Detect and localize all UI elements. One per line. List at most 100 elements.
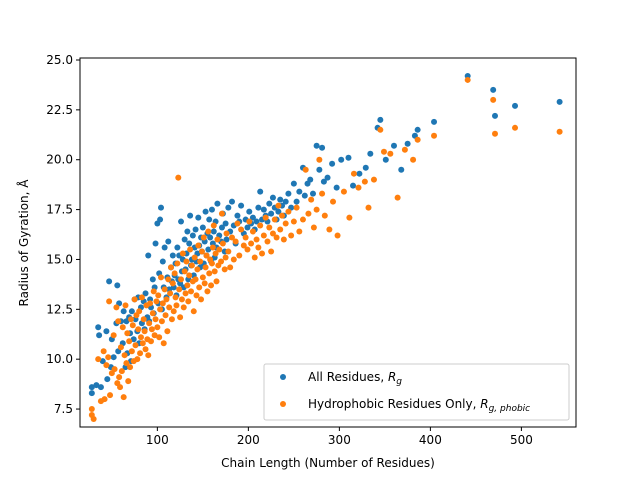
data-point-series-1-174 [308, 196, 315, 203]
data-point-series-1-46 [142, 346, 149, 353]
data-point-series-0-55 [161, 244, 168, 251]
plot-area-frame [79, 57, 577, 428]
data-point-series-0-146 [275, 208, 282, 215]
legend-box [263, 363, 570, 421]
data-point-series-1-17 [116, 374, 123, 381]
data-point-series-1-164 [280, 236, 287, 243]
data-point-series-1-138 [232, 238, 239, 245]
data-point-series-1-182 [334, 232, 341, 239]
data-point-series-1-191 [380, 148, 387, 155]
x-tick-label: 200 [237, 433, 260, 447]
data-point-series-1-141 [238, 226, 245, 233]
data-point-series-1-90 [182, 290, 189, 297]
data-point-series-1-22 [120, 394, 127, 401]
data-point-series-0-87 [192, 226, 199, 233]
data-point-series-1-120 [209, 244, 216, 251]
data-point-series-0-7 [103, 328, 110, 335]
y-axis: 7.5 10.0 12.5 15.0 17.5 20.0 22.5 25.0 [46, 53, 80, 416]
data-point-series-0-6 [99, 358, 106, 365]
data-point-series-1-110 [200, 234, 207, 241]
data-point-series-0-95 [199, 224, 206, 231]
data-point-series-1-173 [305, 210, 312, 217]
data-point-series-0-58 [165, 238, 172, 245]
data-point-series-1-178 [319, 190, 326, 197]
data-point-series-1-30 [127, 316, 134, 323]
x-axis: 100 200 300 400 500 [146, 427, 533, 447]
data-point-series-0-50 [157, 216, 164, 223]
data-point-series-1-45 [141, 328, 148, 335]
data-point-series-1-7 [103, 362, 110, 369]
data-point-series-1-169 [293, 204, 300, 211]
data-point-series-0-181 [414, 126, 421, 133]
data-point-series-0-19 [120, 308, 127, 315]
data-point-series-1-67 [161, 286, 168, 293]
data-point-series-0-78 [184, 228, 191, 235]
data-point-series-1-154 [262, 214, 269, 221]
data-point-series-0-9 [106, 278, 113, 285]
data-point-series-1-75 [168, 316, 175, 323]
data-point-series-1-158 [269, 230, 276, 237]
data-point-series-0-176 [382, 156, 389, 163]
data-point-series-1-39 [136, 308, 143, 315]
y-tick-label: 15.0 [46, 252, 73, 266]
data-point-series-1-78 [171, 270, 178, 277]
data-point-series-1-79 [172, 294, 179, 301]
data-point-series-1-57 [152, 316, 159, 323]
data-point-series-0-62 [169, 252, 176, 259]
y-tick-label: 10.0 [46, 352, 73, 366]
data-point-series-1-96 [188, 288, 195, 295]
data-point-series-1-52 [147, 338, 154, 345]
data-point-series-0-27 [130, 336, 137, 343]
data-point-series-0-90 [195, 214, 202, 221]
data-point-series-1-84 [177, 314, 184, 321]
data-point-series-1-63 [158, 274, 164, 281]
data-point-series-0-154 [293, 198, 300, 205]
data-point-series-1-35 [132, 342, 139, 349]
data-point-series-0-124 [234, 212, 241, 219]
x-axis-label: Chain Length (Number of Residues) [221, 456, 435, 470]
data-point-series-1-111 [201, 280, 208, 287]
data-point-series-1-25 [123, 360, 130, 367]
data-point-series-0-157 [301, 192, 308, 199]
data-point-series-0-166 [329, 160, 336, 167]
data-point-series-1-81 [174, 260, 181, 267]
data-point-series-1-145 [246, 218, 253, 225]
data-point-series-1-201 [512, 124, 519, 131]
data-point-series-1-107 [198, 296, 205, 303]
data-point-series-1-3 [95, 356, 102, 363]
data-point-series-1-156 [266, 224, 273, 231]
data-point-series-0-134 [253, 218, 260, 225]
data-point-series-0-3 [95, 324, 102, 331]
data-point-series-0-1 [88, 384, 95, 391]
data-point-series-1-23 [121, 352, 128, 359]
data-point-series-1-5 [100, 348, 107, 355]
y-tick-label: 20.0 [46, 153, 73, 167]
data-point-series-1-44 [140, 316, 147, 323]
data-point-series-0-130 [246, 208, 253, 215]
data-point-series-0-121 [228, 198, 235, 205]
data-point-series-0-14 [114, 282, 121, 289]
data-point-series-0-163 [319, 144, 326, 151]
data-point-series-1-14 [113, 304, 120, 311]
data-point-series-1-114 [204, 288, 211, 295]
data-point-series-0-142 [268, 210, 275, 217]
data-point-series-1-83 [176, 286, 183, 293]
data-point-series-0-51 [158, 204, 164, 211]
data-point-series-1-179 [321, 212, 328, 219]
y-tick-label: 22.5 [46, 103, 73, 117]
points-layer [88, 72, 563, 423]
data-point-series-0-171 [356, 170, 363, 177]
y-tick-label: 12.5 [46, 302, 73, 316]
data-point-series-1-61 [156, 334, 163, 341]
data-point-series-1-185 [350, 170, 357, 177]
data-point-series-1-196 [414, 136, 421, 143]
data-point-series-1-109 [199, 274, 206, 281]
data-point-series-1-140 [236, 252, 243, 259]
data-point-series-0-175 [377, 116, 384, 123]
data-point-series-1-6 [101, 396, 108, 403]
data-point-series-1-186 [355, 184, 362, 191]
data-point-series-1-175 [310, 224, 317, 231]
data-point-series-0-53 [159, 258, 166, 265]
data-point-series-1-26 [124, 330, 131, 337]
data-point-series-1-42 [138, 294, 145, 301]
